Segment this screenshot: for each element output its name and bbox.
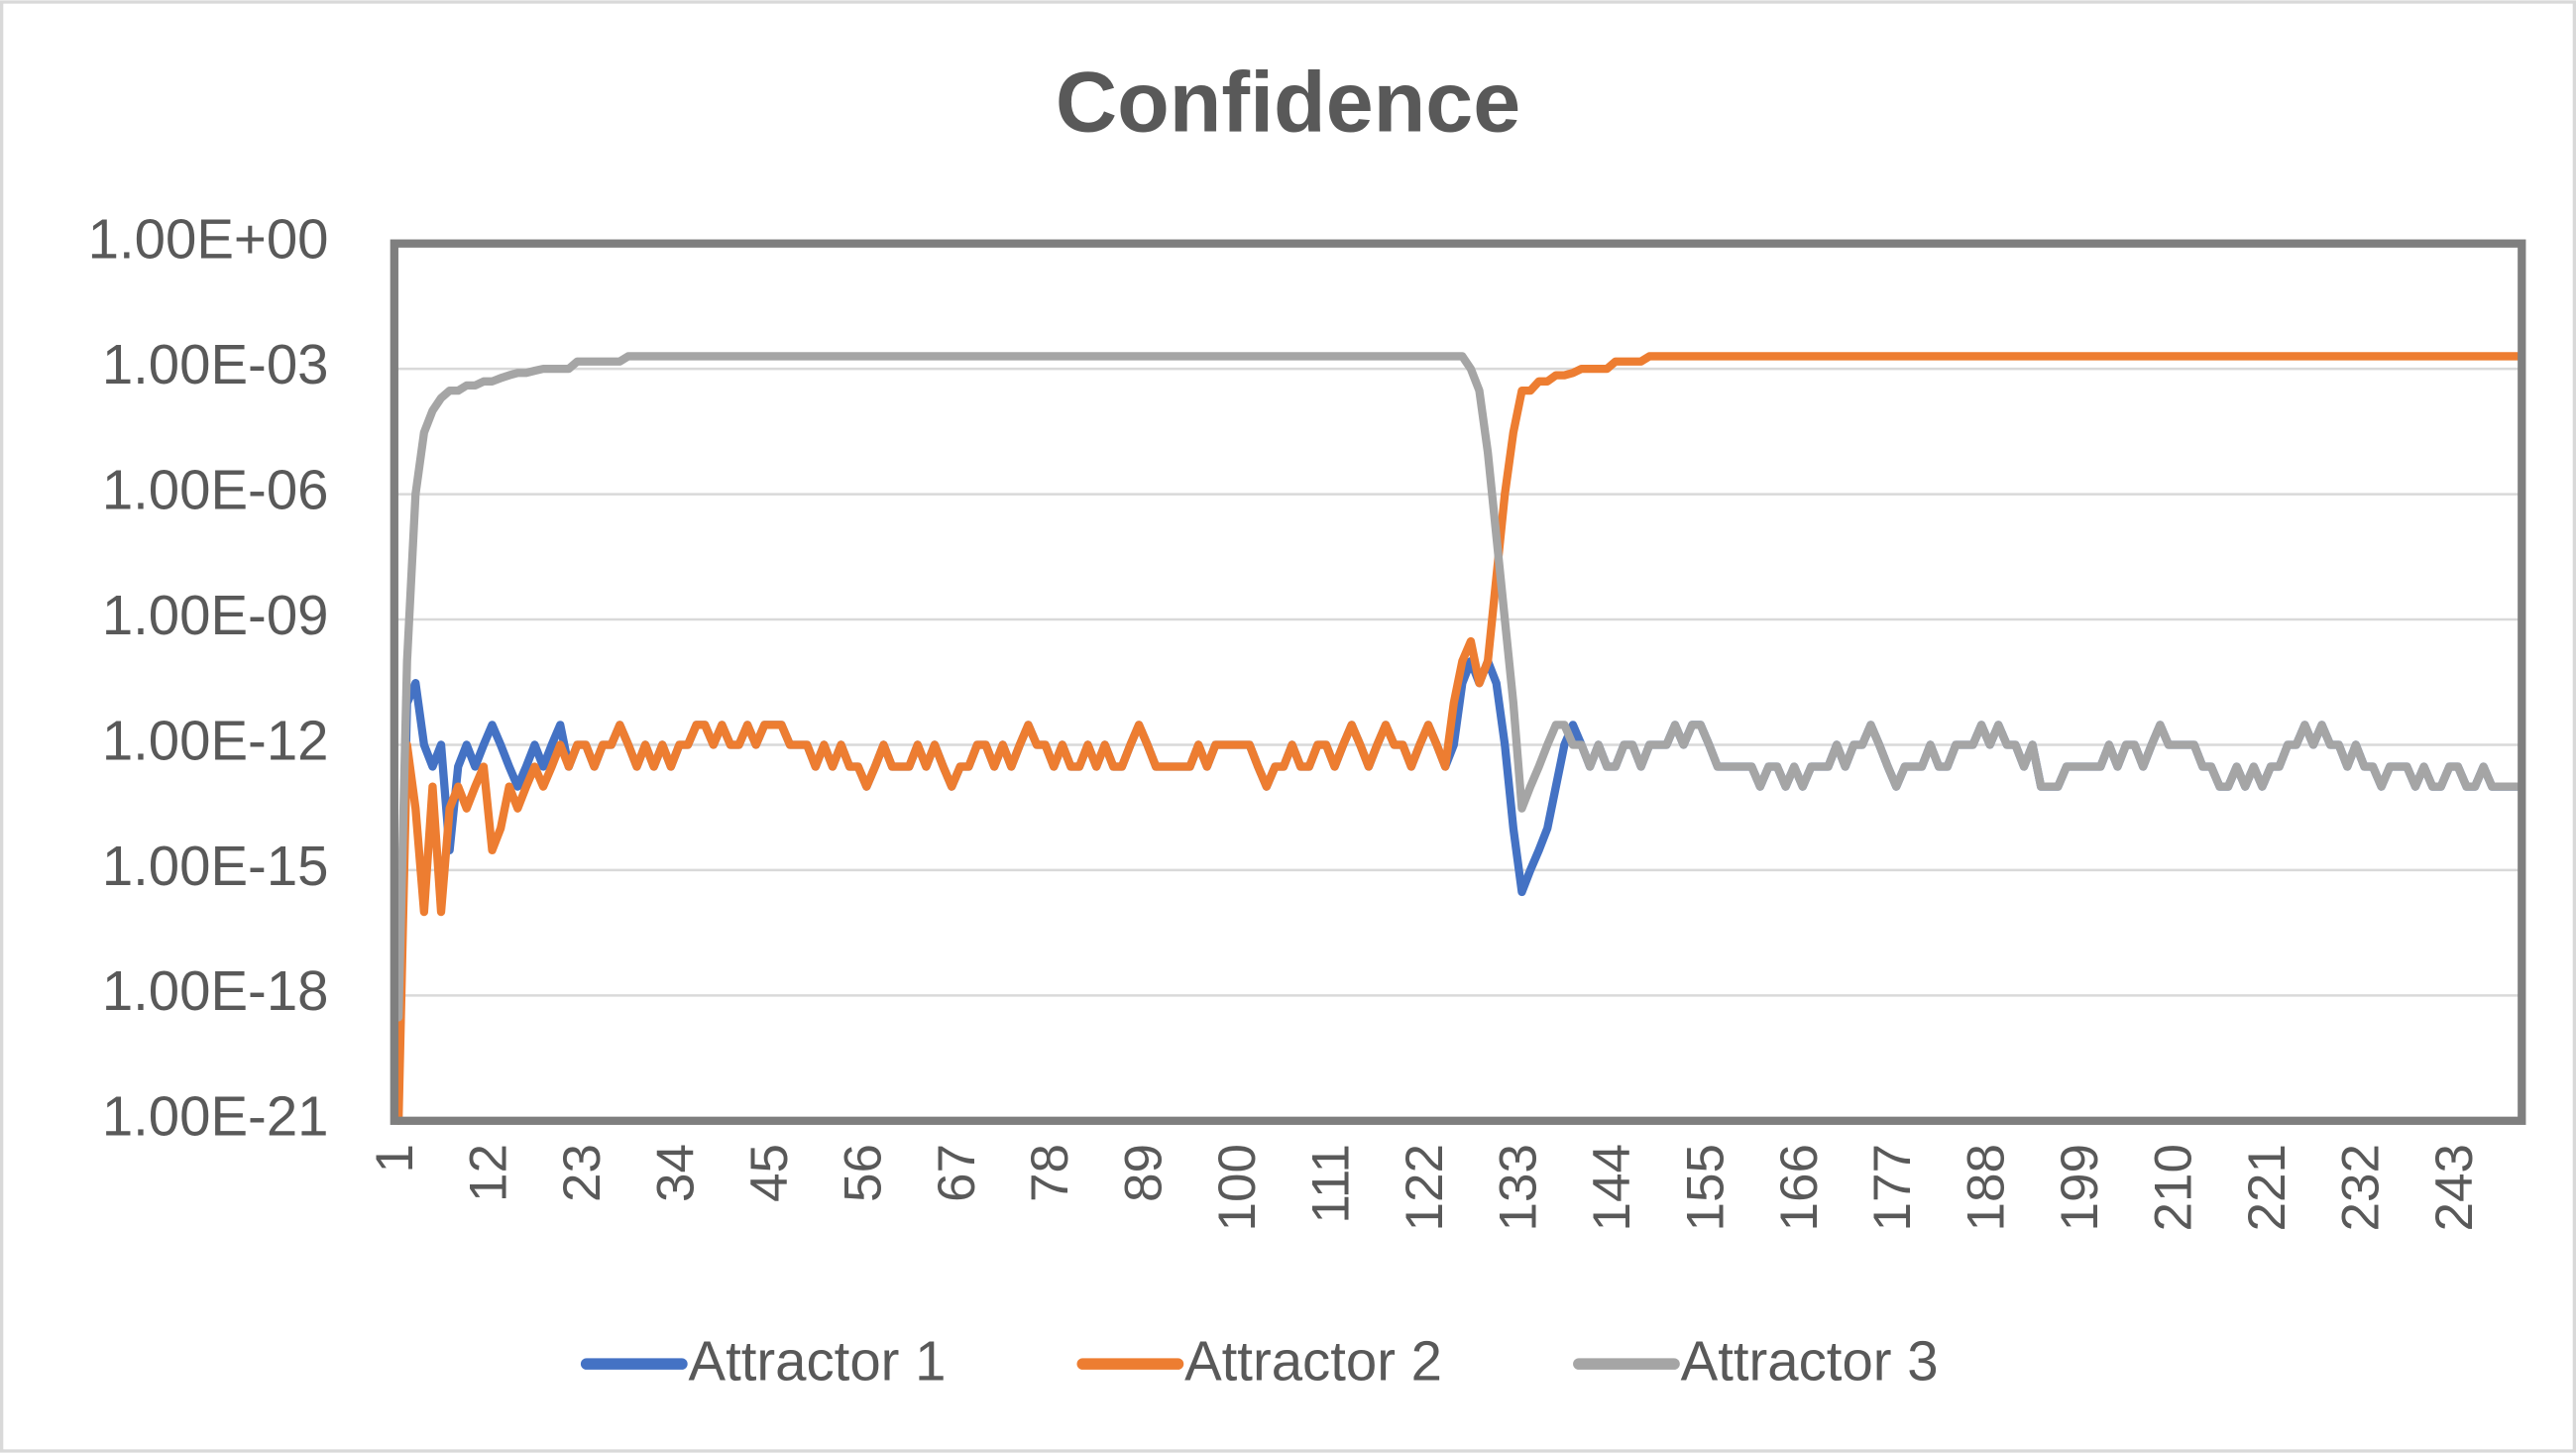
y-tick-label: 1.00E-12: [102, 709, 329, 771]
x-tick-label: 188: [1958, 1144, 2016, 1231]
y-tick-label: 1.00E-21: [102, 1085, 329, 1148]
x-tick-label: 56: [834, 1144, 892, 1202]
y-tick-label: 1.00E-03: [102, 333, 329, 395]
x-tick-label: 12: [460, 1144, 518, 1202]
legend-label: Attractor 1: [689, 1330, 947, 1393]
y-tick-label: 1.00E-06: [102, 458, 329, 520]
x-tick-label: 89: [1115, 1144, 1174, 1202]
x-tick-label: 67: [928, 1144, 986, 1202]
x-tick-label: 232: [2331, 1144, 2390, 1231]
x-tick-label: 210: [2145, 1144, 2203, 1231]
y-tick-label: 1.00E-15: [102, 835, 329, 897]
x-tick-label: 243: [2425, 1144, 2484, 1231]
x-tick-label: 177: [1863, 1144, 1922, 1231]
legend-label: Attractor 2: [1184, 1330, 1442, 1393]
x-tick-label: 34: [646, 1144, 705, 1202]
x-tick-label: 1: [366, 1144, 424, 1174]
legend-label: Attractor 3: [1681, 1330, 1939, 1393]
x-tick-label: 133: [1489, 1144, 1547, 1231]
x-tick-label: 45: [740, 1144, 799, 1202]
y-tick-label: 1.00E-09: [102, 584, 329, 646]
x-tick-label: 23: [553, 1144, 612, 1202]
series-line: [393, 352, 2522, 1022]
x-tick-label: 144: [1583, 1144, 1641, 1231]
x-tick-label: 199: [2051, 1144, 2109, 1231]
x-tick-label: 100: [1208, 1144, 1267, 1231]
y-tick-label: 1.00E-18: [102, 959, 329, 1022]
x-tick-label: 111: [1302, 1144, 1361, 1224]
x-tick-label: 122: [1396, 1144, 1454, 1231]
x-tick-label: 221: [2238, 1144, 2296, 1231]
x-tick-label: 155: [1676, 1144, 1735, 1231]
y-tick-label: 1.00E+00: [88, 208, 329, 271]
x-tick-label: 78: [1021, 1144, 1079, 1202]
plot-border: [390, 239, 2526, 1125]
series-line: [393, 352, 2522, 1125]
x-tick-label: 166: [1770, 1144, 1829, 1231]
chart-title: Confidence: [1056, 56, 1520, 151]
